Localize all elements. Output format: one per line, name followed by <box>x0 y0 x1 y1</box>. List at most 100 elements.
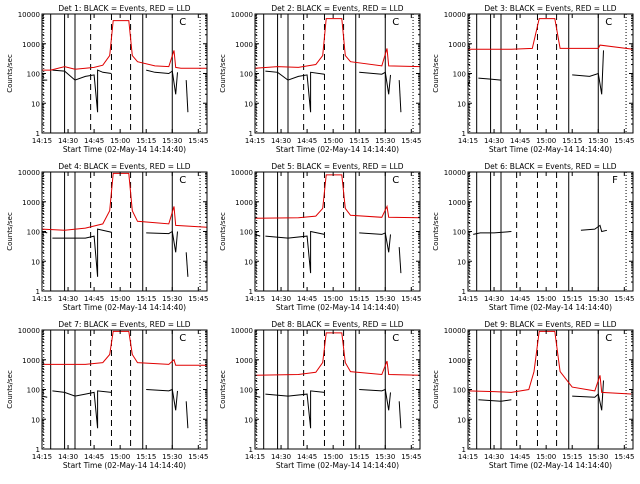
x-axis-label: Start Time (02-May-14 14:14:40) <box>489 145 612 154</box>
x-tick-label: 15:45 <box>401 137 421 145</box>
x-tick-label: 15:45 <box>614 295 634 303</box>
panel-det-7: C 1 10 100 1000 10000 14:15 14:30 14:45 15:00 15:1… <box>6 320 208 470</box>
y-tick-label: 1 <box>462 288 466 296</box>
x-tick-label: 15:15 <box>562 295 582 303</box>
y-tick-label: 1000 <box>22 199 40 207</box>
panel-title: Det 5: BLACK = Events, RED = LLD <box>271 162 403 171</box>
plot-frame <box>467 329 634 450</box>
x-tick-label: 15:30 <box>588 295 608 303</box>
y-tick-label: 10000 <box>444 169 466 177</box>
x-tick-label: 15:30 <box>588 137 608 145</box>
x-tick-label: 15:15 <box>349 453 369 461</box>
y-tick-label: 1 <box>36 446 40 454</box>
marker-letter: C <box>179 333 186 344</box>
panel-title: Det 9: BLACK = Events, RED = LLD <box>484 320 616 329</box>
y-tick-label: 100 <box>453 71 466 79</box>
y-tick-label: 100 <box>240 71 253 79</box>
y-axis-label: Counts/sec <box>219 54 227 93</box>
y-tick-label: 1 <box>36 130 40 138</box>
y-tick-label: 10 <box>31 100 40 108</box>
marker-letter: C <box>392 333 399 344</box>
x-tick-label: 15:00 <box>536 137 556 145</box>
series-events-line <box>265 70 325 113</box>
x-tick-label: 14:30 <box>58 137 78 145</box>
y-tick-label: 100 <box>453 229 466 237</box>
x-axis-label: Start Time (02-May-14 14:14:40) <box>276 145 399 154</box>
y-axis-label: Counts/sec <box>219 370 227 409</box>
x-tick-label: 14:15 <box>245 453 265 461</box>
x-tick-label: 15:00 <box>323 453 343 461</box>
plot-frame <box>41 329 208 450</box>
x-tick-label: 15:15 <box>136 295 156 303</box>
x-tick-label: 14:45 <box>84 295 104 303</box>
x-tick-label: 14:15 <box>458 453 478 461</box>
y-tick-label: 100 <box>453 387 466 395</box>
y-tick-label: 10000 <box>18 327 40 335</box>
x-tick-label: 14:45 <box>297 295 317 303</box>
x-tick-label: 14:45 <box>297 137 317 145</box>
x-tick-label: 15:00 <box>110 295 130 303</box>
series-events-line <box>572 50 604 95</box>
plot-frame <box>254 329 421 450</box>
x-tick-label: 14:45 <box>510 453 530 461</box>
x-tick-label: 14:15 <box>32 295 52 303</box>
y-tick-label: 10 <box>244 100 253 108</box>
x-tick-label: 15:30 <box>375 295 395 303</box>
series-lld-line <box>41 172 208 231</box>
panel-title: Det 7: BLACK = Events, RED = LLD <box>58 320 190 329</box>
series-events-line <box>359 71 391 95</box>
x-tick-label: 15:45 <box>188 295 208 303</box>
x-tick-label: 15:45 <box>188 453 208 461</box>
y-tick-label: 100 <box>240 387 253 395</box>
x-tick-label: 15:30 <box>162 295 182 303</box>
x-tick-label: 14:15 <box>245 137 265 145</box>
x-tick-label: 15:45 <box>401 295 421 303</box>
series-events-line <box>398 247 402 274</box>
series-events-line <box>359 232 391 253</box>
x-axis-label: Start Time (02-May-14 14:14:40) <box>489 461 612 470</box>
series-events-line <box>52 390 112 429</box>
panel-det-8: C 1 10 100 1000 10000 14:15 14:30 14:45 15:00 15:1… <box>219 320 421 470</box>
x-tick-label: 14:30 <box>484 295 504 303</box>
series-events-line <box>473 231 512 235</box>
series-events-line <box>146 69 178 95</box>
panel-det-2: C 1 10 100 1000 10000 14:15 14:30 14:45 15:00 15:1… <box>219 4 421 154</box>
x-tick-label: 15:15 <box>349 137 369 145</box>
series-events-line <box>478 399 512 402</box>
panel-det-6: F 1 10 100 1000 10000 14:15 14:30 14:45 15:00 15:1… <box>432 162 634 312</box>
series-events-line <box>52 228 112 277</box>
y-tick-label: 10 <box>31 416 40 424</box>
x-axis-label: Start Time (02-May-14 14:14:40) <box>63 461 186 470</box>
x-tick-label: 14:45 <box>297 453 317 461</box>
x-tick-label: 15:15 <box>349 295 369 303</box>
panel-title: Det 2: BLACK = Events, RED = LLD <box>271 4 403 13</box>
y-tick-label: 1000 <box>448 357 466 365</box>
x-tick-label: 14:15 <box>458 137 478 145</box>
panel-det-3: C 1 10 100 1000 10000 14:15 14:30 14:45 15:00 15:1… <box>432 4 634 154</box>
marker-letter: C <box>605 17 612 28</box>
x-tick-label: 14:30 <box>484 453 504 461</box>
y-axis-label: Counts/sec <box>432 212 440 251</box>
x-axis-label: Start Time (02-May-14 14:14:40) <box>63 303 186 312</box>
y-axis-label: Counts/sec <box>432 54 440 93</box>
x-tick-label: 15:45 <box>188 137 208 145</box>
x-tick-label: 14:30 <box>271 137 291 145</box>
y-tick-label: 1000 <box>22 357 40 365</box>
y-axis-label: Counts/sec <box>6 370 14 409</box>
x-tick-label: 14:45 <box>510 137 530 145</box>
y-tick-label: 1 <box>462 446 466 454</box>
series-lld-line <box>42 20 207 71</box>
series-lld-line <box>467 330 634 395</box>
y-tick-label: 1000 <box>235 199 253 207</box>
series-events-line <box>146 230 178 253</box>
marker-letter: C <box>179 175 186 186</box>
x-tick-label: 15:15 <box>136 137 156 145</box>
y-tick-label: 10 <box>457 416 466 424</box>
y-tick-label: 1000 <box>22 41 40 49</box>
x-tick-label: 14:30 <box>271 295 291 303</box>
x-tick-label: 14:30 <box>484 137 504 145</box>
series-events-line <box>398 80 402 113</box>
series-events-line <box>52 69 112 113</box>
x-axis-label: Start Time (02-May-14 14:14:40) <box>489 303 612 312</box>
